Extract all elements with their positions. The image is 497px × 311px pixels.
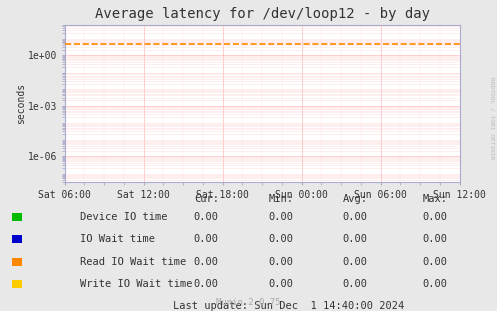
Text: 0.00: 0.00 bbox=[422, 279, 447, 289]
Text: Write IO Wait time: Write IO Wait time bbox=[80, 279, 192, 289]
Text: Cur:: Cur: bbox=[194, 194, 219, 204]
Text: 0.00: 0.00 bbox=[268, 279, 293, 289]
Y-axis label: seconds: seconds bbox=[16, 83, 26, 124]
Text: Device IO time: Device IO time bbox=[80, 212, 167, 222]
Text: Min:: Min: bbox=[268, 194, 293, 204]
Text: IO Wait time: IO Wait time bbox=[80, 234, 155, 244]
Text: 0.00: 0.00 bbox=[343, 257, 368, 267]
Text: 0.00: 0.00 bbox=[343, 279, 368, 289]
Title: Average latency for /dev/loop12 - by day: Average latency for /dev/loop12 - by day bbox=[94, 7, 430, 21]
Text: 0.00: 0.00 bbox=[194, 257, 219, 267]
Text: 0.00: 0.00 bbox=[422, 234, 447, 244]
Text: Read IO Wait time: Read IO Wait time bbox=[80, 257, 186, 267]
Text: Avg:: Avg: bbox=[343, 194, 368, 204]
Text: 0.00: 0.00 bbox=[343, 234, 368, 244]
Text: 0.00: 0.00 bbox=[343, 212, 368, 222]
Text: Max:: Max: bbox=[422, 194, 447, 204]
Text: 0.00: 0.00 bbox=[422, 212, 447, 222]
Text: Munin 2.0.75: Munin 2.0.75 bbox=[216, 298, 281, 307]
Text: Last update: Sun Dec  1 14:40:00 2024: Last update: Sun Dec 1 14:40:00 2024 bbox=[172, 301, 404, 311]
Text: 0.00: 0.00 bbox=[422, 257, 447, 267]
Text: 0.00: 0.00 bbox=[194, 234, 219, 244]
Text: RRDTOOL / TOBI OETIKER: RRDTOOL / TOBI OETIKER bbox=[490, 77, 495, 160]
Text: 0.00: 0.00 bbox=[268, 212, 293, 222]
Text: 0.00: 0.00 bbox=[268, 257, 293, 267]
Text: 0.00: 0.00 bbox=[194, 212, 219, 222]
Text: 0.00: 0.00 bbox=[194, 279, 219, 289]
Text: 0.00: 0.00 bbox=[268, 234, 293, 244]
